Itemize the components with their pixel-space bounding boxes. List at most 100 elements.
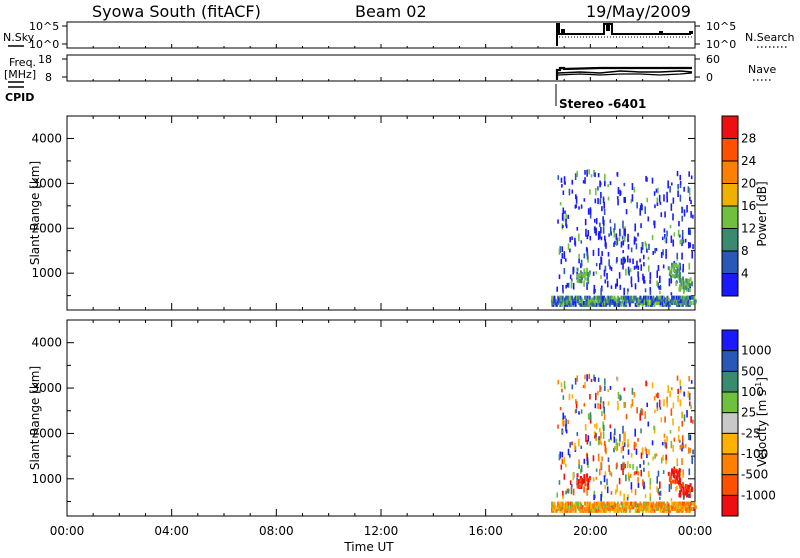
velocity-cell [688, 493, 691, 498]
velocity-cell [592, 455, 595, 462]
velocity-cell [647, 471, 650, 478]
power-cell [620, 295, 623, 300]
power-cell [588, 169, 591, 175]
velocity-cell [565, 490, 567, 495]
velocity-cell [655, 507, 658, 512]
velocity-cell [630, 482, 633, 490]
power-cell [681, 206, 683, 214]
velocity-cell [630, 452, 633, 458]
power-cell [636, 202, 638, 209]
power-colorbar-segment [722, 183, 738, 206]
velocity-cell [656, 402, 659, 410]
power-cell [578, 253, 580, 260]
power-cell [635, 243, 638, 250]
velocity-cell [578, 459, 580, 465]
power-cell [655, 188, 658, 193]
power-cell [674, 301, 677, 306]
power-cell [688, 171, 690, 177]
velocity-cell [609, 431, 612, 440]
power-cell [598, 295, 601, 300]
velocity-cell [662, 470, 665, 475]
power-cell [566, 299, 569, 304]
velocity-cell [672, 402, 675, 409]
power-cell [683, 186, 685, 192]
velocity-cell [681, 448, 683, 452]
velocity-cell [601, 456, 603, 462]
power-cell [625, 268, 627, 276]
velocity-cell [594, 403, 597, 409]
velocity-cell [690, 405, 692, 410]
power-cell [574, 302, 577, 307]
power-cell [611, 295, 614, 300]
velocity-cell [667, 385, 669, 394]
velocity-cell [649, 492, 652, 500]
power-cell [633, 187, 636, 193]
noise-right-tick-high: 10^5 [706, 20, 736, 33]
power-cell [647, 299, 650, 304]
power-cell [566, 295, 569, 300]
velocity-cell [689, 434, 692, 441]
power-cell [589, 299, 592, 304]
velocity-cell [666, 505, 669, 510]
velocity-cell [672, 444, 675, 452]
velocity-cell [678, 439, 681, 443]
velocity-cell [613, 501, 616, 506]
velocity-cell [616, 462, 618, 468]
velocity-cell [639, 501, 642, 506]
velocity-cell [567, 488, 570, 494]
velocity-cell [632, 464, 634, 470]
power-cell [656, 202, 659, 206]
velocity-cell [639, 464, 641, 468]
velocity-cell [628, 475, 631, 482]
velocity-cell [582, 384, 585, 389]
power-cell [629, 258, 631, 263]
velocity-cell [616, 376, 619, 382]
velocity-cell [655, 393, 658, 398]
power-cell [608, 259, 610, 267]
freq-trace [555, 66, 692, 80]
velocity-cell [639, 410, 642, 415]
power-cell [561, 213, 564, 221]
velocity-cell [676, 479, 679, 484]
velocity-cell [669, 390, 671, 398]
velocity-cell [659, 490, 662, 496]
power-cell [681, 242, 683, 247]
velocity-cell [665, 505, 668, 510]
power-cell [679, 299, 682, 304]
velocity-colorbar-tick-label: 100 [741, 385, 764, 399]
velocity-cell [686, 507, 689, 512]
power-cell [649, 279, 651, 284]
power-cell [575, 196, 578, 204]
velocity-cell [661, 507, 664, 512]
velocity-cell [671, 505, 674, 510]
power-cell [687, 228, 690, 235]
power-cell [586, 267, 589, 272]
velocity-cell [584, 501, 587, 506]
velocity-cell [618, 503, 621, 508]
velocity-cell [599, 403, 602, 410]
power-cell [684, 297, 687, 302]
velocity-cell [597, 505, 600, 510]
power-cell [670, 299, 673, 304]
velocity-cell [687, 501, 690, 506]
velocity-cell [679, 493, 682, 498]
power-cell [569, 248, 571, 253]
velocity-cell [597, 377, 600, 382]
velocity-cell [652, 507, 655, 512]
power-cell [564, 297, 567, 302]
power-cell [576, 273, 579, 278]
power-cell [690, 301, 693, 306]
velocity-cell [623, 462, 625, 470]
power-cell [676, 252, 679, 259]
velocity-cell [647, 462, 650, 466]
x-tick-label: 12:00 [364, 524, 399, 538]
power-cell [585, 228, 587, 237]
velocity-cell [626, 461, 629, 468]
power-cell [623, 197, 626, 203]
power-cell [622, 240, 625, 246]
velocity-cell [559, 406, 562, 411]
velocity-cell [580, 445, 583, 449]
power-cell [568, 188, 571, 196]
velocity-cell [627, 444, 629, 448]
